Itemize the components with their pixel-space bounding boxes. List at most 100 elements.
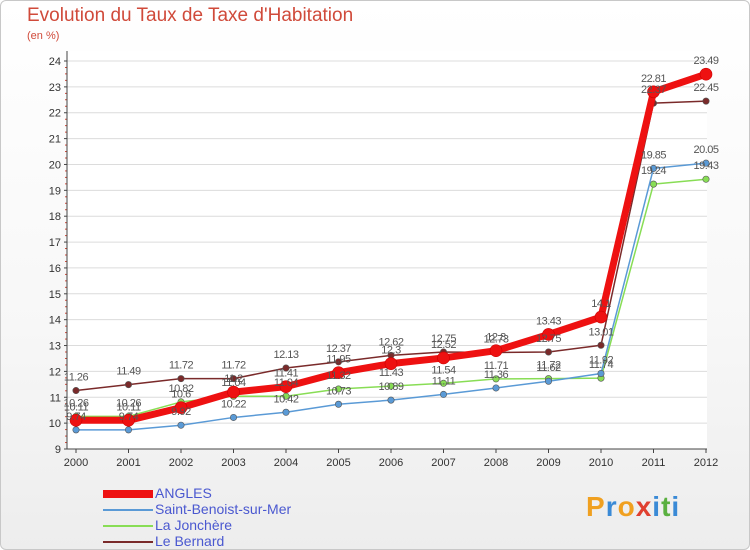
legend-swatch	[103, 525, 153, 527]
logo-letter: P	[586, 491, 606, 522]
y-tick-label: 15	[49, 289, 61, 301]
legend-swatch	[103, 509, 153, 511]
data-label: 12.62	[378, 336, 403, 348]
data-label: 23.49	[693, 55, 718, 67]
y-tick-label: 22	[49, 108, 61, 120]
logo-letter: t	[661, 491, 672, 522]
x-tick-label: 2002	[169, 457, 193, 469]
data-label: 11.74	[589, 359, 614, 371]
plot-area	[67, 51, 707, 449]
x-tick-label: 2000	[64, 457, 88, 469]
x-tick-label: 2001	[116, 457, 140, 469]
x-tick-label: 2012	[694, 457, 718, 469]
data-label: 12.75	[536, 333, 561, 345]
data-label: 10.89	[378, 381, 403, 393]
data-point	[125, 426, 133, 434]
data-label: 12.8	[486, 332, 506, 344]
legend-label: Le Bernard	[155, 533, 225, 549]
data-label: 11.32	[326, 370, 351, 382]
data-label: 11.04	[274, 377, 299, 389]
data-label: 11.62	[536, 362, 561, 374]
data-label: 11.92	[589, 354, 614, 366]
legend-swatch	[103, 490, 153, 498]
data-point	[597, 369, 605, 377]
data-point	[282, 364, 290, 372]
data-label: 19.24	[641, 165, 666, 177]
data-point	[489, 344, 503, 358]
data-label: 13.43	[536, 315, 561, 327]
logo-letter: i	[652, 491, 662, 522]
x-tick-label: 2006	[379, 457, 403, 469]
y-tick-label: 12	[49, 366, 61, 378]
data-point	[544, 348, 552, 356]
data-label: 12.37	[326, 343, 351, 355]
data-point	[387, 382, 395, 390]
data-label: 12.73	[483, 334, 508, 346]
data-label: 12.75	[431, 333, 456, 345]
data-label: 14.1	[591, 298, 611, 310]
logo-letter: x	[635, 491, 653, 522]
data-label: 10.42	[273, 393, 298, 405]
x-tick-label: 2011	[642, 457, 666, 469]
x-tick-label: 2008	[484, 457, 508, 469]
data-label: 12.13	[273, 349, 298, 361]
data-point	[544, 377, 552, 385]
y-tick-label: 14	[49, 315, 61, 327]
data-point	[647, 85, 660, 99]
data-label: 11.49	[116, 366, 141, 378]
logo-letter: r	[605, 491, 618, 522]
legend-label: La Jonchère	[155, 517, 233, 533]
legend-swatch	[103, 541, 153, 543]
y-tick-label: 17	[49, 237, 61, 249]
y-tick-label: 9	[55, 444, 61, 456]
data-label: 9.74	[119, 411, 139, 423]
x-tick-label: 2004	[274, 457, 298, 469]
data-point	[174, 401, 188, 414]
data-point	[702, 159, 710, 167]
data-point	[230, 375, 238, 383]
y-tick-label: 13	[49, 341, 61, 353]
data-label: 11.71	[484, 360, 509, 372]
y-tick-label: 23	[49, 82, 61, 94]
data-label: 10.22	[221, 398, 246, 410]
y-tick-label: 11	[50, 392, 61, 404]
data-label: 19.85	[641, 149, 666, 161]
y-tick-label: 16	[49, 263, 61, 275]
x-tick-label: 2009	[536, 457, 560, 469]
data-label: 10.6	[171, 389, 191, 401]
data-label: 11.36	[484, 369, 509, 381]
data-point	[384, 357, 398, 370]
legend-label: ANGLES	[155, 485, 212, 501]
data-point	[649, 164, 657, 172]
data-point	[594, 310, 608, 324]
data-label: 10.82	[168, 383, 193, 395]
data-label: 10.11	[116, 401, 141, 413]
legend-label: Saint-Benoist-sur-Mer	[155, 501, 292, 517]
data-label: 9.74	[66, 411, 86, 423]
data-point	[177, 375, 185, 383]
data-point	[282, 408, 290, 416]
data-point	[72, 387, 80, 395]
data-point	[334, 385, 342, 393]
data-label: 11.04	[221, 377, 246, 389]
data-point	[437, 351, 450, 365]
data-label: 11.72	[536, 360, 561, 372]
data-point	[282, 392, 290, 400]
y-tick-label: 21	[49, 134, 61, 146]
x-tick-label: 2005	[326, 457, 350, 469]
data-point	[492, 375, 500, 383]
data-label: 11.43	[379, 367, 404, 379]
data-point	[279, 380, 293, 393]
data-label: 19.43	[693, 160, 718, 172]
x-tick-label: 2007	[431, 457, 455, 469]
data-point	[227, 385, 240, 399]
data-label: 13.01	[588, 326, 613, 338]
data-point	[332, 366, 345, 379]
data-label: 9.92	[171, 406, 191, 418]
data-label: 11.54	[431, 364, 456, 376]
data-label: 12.3	[381, 345, 401, 357]
data-point	[122, 413, 135, 427]
data-point	[177, 421, 185, 429]
